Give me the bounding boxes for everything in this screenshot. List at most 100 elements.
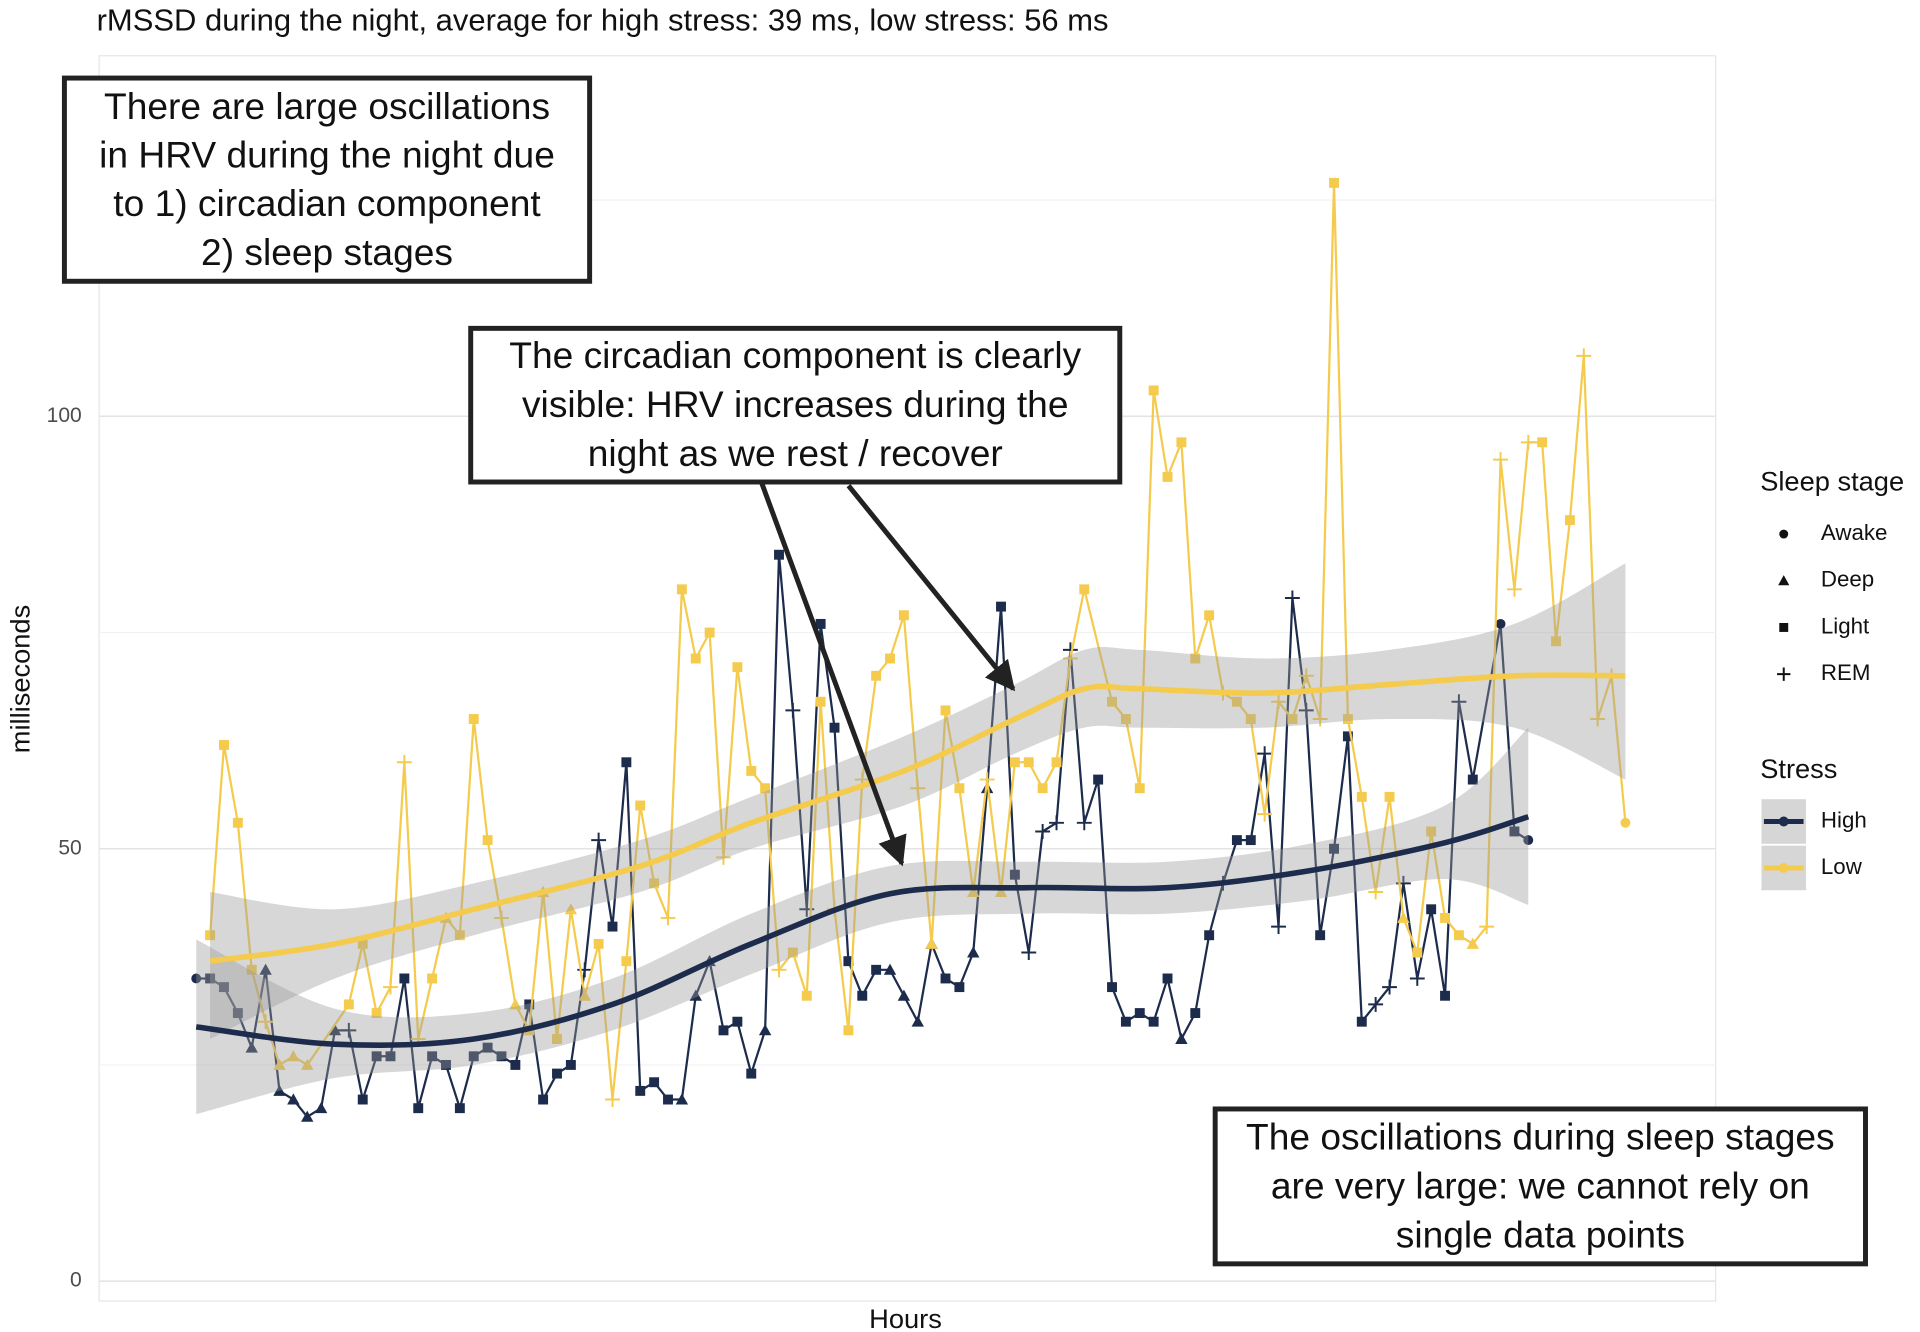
light-point xyxy=(1564,515,1575,526)
light-point xyxy=(1079,584,1090,595)
light-point xyxy=(1537,437,1548,448)
x-axis-title: Hours xyxy=(869,1303,942,1332)
light-point xyxy=(1162,973,1173,984)
light-point xyxy=(219,740,229,750)
legend-swatch xyxy=(1778,816,1789,827)
light-point xyxy=(524,999,535,1010)
light-point xyxy=(815,696,826,707)
deep-point xyxy=(897,989,911,1001)
rem-point xyxy=(1590,711,1606,727)
light-point xyxy=(996,601,1006,612)
light-point xyxy=(371,1008,382,1019)
light-point xyxy=(1176,437,1187,448)
deep-point xyxy=(1175,1032,1188,1044)
light-point xyxy=(482,1042,493,1053)
light-point xyxy=(1329,177,1339,188)
light-point xyxy=(1093,774,1104,785)
light-point xyxy=(468,1051,479,1062)
rem-point xyxy=(771,962,787,978)
light-point xyxy=(1245,835,1256,846)
smooths xyxy=(195,563,1626,1115)
light-point xyxy=(1009,757,1020,768)
deep-point xyxy=(245,1041,258,1053)
annotation-text: visible: HRV increases during the xyxy=(522,383,1069,425)
deep-point xyxy=(689,989,702,1001)
rem-point xyxy=(1271,919,1286,935)
light-point xyxy=(1342,731,1353,742)
light-point xyxy=(746,765,757,776)
rem-point xyxy=(1049,815,1064,831)
light-point xyxy=(1440,912,1450,923)
light-point xyxy=(607,921,618,932)
arrow xyxy=(846,484,1016,692)
light-point xyxy=(1231,835,1242,846)
light-point xyxy=(441,1059,451,1070)
annotation-text: single data points xyxy=(1396,1214,1685,1256)
rem-point xyxy=(258,1014,274,1030)
light-point xyxy=(676,584,687,595)
light-point xyxy=(413,1103,424,1114)
deep-point xyxy=(259,963,272,975)
light-point xyxy=(954,982,965,993)
rem-point xyxy=(1076,815,1092,831)
light-point xyxy=(205,973,216,984)
light-point xyxy=(774,549,784,560)
rem-point xyxy=(1021,945,1037,960)
light-point xyxy=(1356,1016,1367,1027)
light-point xyxy=(718,1025,729,1036)
rem-point xyxy=(1576,348,1592,364)
light-point xyxy=(801,990,812,1001)
legend-label: Awake xyxy=(1821,520,1888,545)
awake-point xyxy=(191,973,202,984)
data-line xyxy=(196,554,1529,1119)
legend-title: Sleep stage xyxy=(1760,465,1904,496)
deep-point xyxy=(287,1093,300,1105)
legend: Sleep stage Awake Deep Light REM Stress High Lo… xyxy=(1760,465,1904,891)
rem-point xyxy=(785,702,801,718)
light-point xyxy=(468,714,479,724)
rem-point xyxy=(660,910,676,926)
rem-point xyxy=(1271,694,1286,710)
light-point xyxy=(871,964,882,975)
legend-label: REM xyxy=(1821,660,1871,685)
data-line xyxy=(208,182,1627,1100)
light-point xyxy=(1287,714,1298,724)
deep-point xyxy=(328,1024,342,1036)
deep-point xyxy=(758,1024,772,1036)
deep-point xyxy=(994,885,1008,897)
annotation-text: night as we rest / recover xyxy=(588,432,1003,474)
light-point xyxy=(621,956,632,967)
arrow xyxy=(759,482,907,867)
confidence-band xyxy=(210,563,1626,1039)
light-point xyxy=(1329,843,1339,854)
light-point xyxy=(829,722,840,733)
light-point xyxy=(815,618,826,629)
light-point xyxy=(1120,1016,1131,1027)
annotation-text: in HRV during the night due xyxy=(99,134,555,176)
rem-point xyxy=(1257,746,1273,762)
light-point xyxy=(746,1068,757,1079)
light-point xyxy=(1551,636,1561,647)
y-axis-title: milliseconds xyxy=(5,605,36,753)
light-point xyxy=(357,1094,368,1105)
light-point xyxy=(552,1068,562,1079)
light-point xyxy=(1384,791,1395,802)
light-point xyxy=(1190,653,1201,664)
awake-point xyxy=(1495,618,1506,629)
light-point xyxy=(1023,757,1034,768)
annotation-text: The circadian component is clearly xyxy=(509,334,1081,376)
annotations: There are large oscillations in HRV durin… xyxy=(61,75,1868,1267)
chart-title: rMSSD during the night, average for high… xyxy=(97,2,1109,37)
rem-point xyxy=(494,910,509,926)
light-point xyxy=(232,817,243,828)
light-point xyxy=(635,1085,646,1096)
marks xyxy=(191,177,1631,1122)
deep-point xyxy=(301,1058,314,1070)
y-tick-label: 50 xyxy=(58,836,81,859)
light-point xyxy=(1245,714,1256,724)
rem-point xyxy=(1284,590,1300,606)
deep-point xyxy=(578,989,591,1001)
light-point xyxy=(399,973,410,984)
legend-label: High xyxy=(1821,807,1867,832)
